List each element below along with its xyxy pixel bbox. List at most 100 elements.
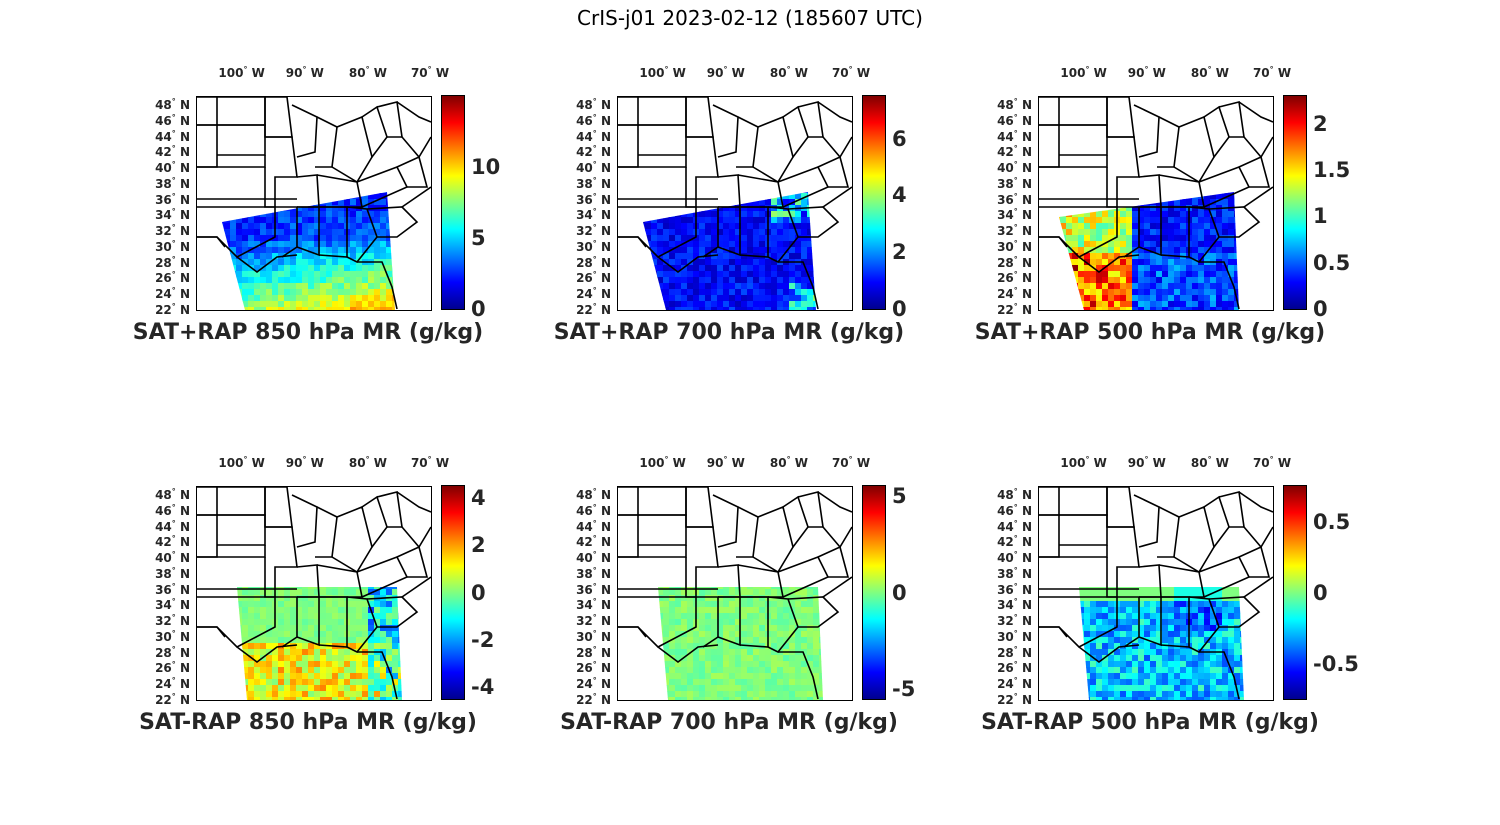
field-cell — [248, 619, 255, 626]
border-line — [197, 97, 218, 126]
field-cell — [1252, 577, 1259, 584]
field-cell — [296, 235, 303, 242]
field-cell — [681, 643, 688, 650]
field-cell — [1079, 697, 1085, 700]
field-cell — [705, 691, 712, 698]
field-cell — [332, 193, 339, 200]
border-line — [197, 487, 218, 516]
field-cell — [248, 289, 255, 296]
field-cell — [1108, 277, 1115, 284]
field-cell — [771, 265, 778, 272]
colorbar-tick-label: 5 — [892, 483, 907, 508]
field-cell — [314, 223, 321, 230]
field-cell — [753, 205, 760, 212]
field-cell — [658, 631, 664, 638]
field-cell — [735, 205, 742, 212]
field-cell — [362, 655, 369, 662]
field-cell — [278, 247, 285, 254]
field-cell — [368, 265, 375, 272]
field-cell — [362, 211, 369, 218]
field-cell — [272, 241, 279, 248]
field-cell — [819, 691, 823, 698]
field-cell — [1059, 259, 1061, 266]
field-cell — [1192, 577, 1199, 584]
field-cell — [741, 595, 748, 602]
field-cell — [302, 595, 309, 602]
field-cell — [711, 625, 718, 632]
field-cell — [362, 673, 369, 680]
field-cell — [777, 685, 784, 692]
field-cell — [741, 587, 748, 590]
field-cell — [657, 247, 664, 254]
field-cell — [332, 595, 339, 602]
field-cell — [645, 679, 652, 686]
field-cell — [771, 259, 778, 266]
field-cell — [242, 619, 249, 626]
field-cell — [633, 679, 640, 686]
field-cell — [777, 289, 784, 296]
field-cell — [789, 577, 796, 584]
field-cell — [1186, 259, 1193, 266]
field-cell — [663, 223, 670, 230]
field-cell — [230, 589, 237, 596]
field-cell — [1102, 607, 1109, 614]
field-cell — [326, 587, 333, 590]
field-cell — [1228, 192, 1235, 194]
field-cell — [380, 217, 387, 224]
field-cell — [380, 265, 387, 272]
field-cell — [1174, 595, 1181, 602]
colorbar-tick-label: 2 — [892, 240, 907, 265]
field-cell — [1204, 235, 1211, 242]
field-cell — [801, 589, 808, 596]
field-cell — [404, 673, 411, 680]
field-cell — [1162, 277, 1169, 284]
field-cell — [1180, 667, 1187, 674]
field-cell — [237, 607, 243, 614]
field-cell — [374, 211, 381, 218]
field-cell — [1150, 193, 1157, 200]
field-cell — [789, 587, 796, 590]
field-cell — [1162, 601, 1169, 608]
field-cell — [374, 265, 381, 272]
field-cell — [729, 595, 736, 602]
field-cell — [1192, 193, 1199, 200]
border-line — [296, 174, 320, 208]
field-cell — [314, 673, 321, 680]
field-cell — [368, 691, 375, 698]
field-cell — [1240, 283, 1247, 290]
field-cell — [741, 241, 748, 248]
field-cell — [350, 589, 357, 596]
field-cell — [1216, 691, 1223, 698]
field-cell — [1222, 589, 1229, 596]
field-cell — [825, 283, 832, 290]
colorbar — [1283, 95, 1307, 310]
field-cell — [1198, 277, 1205, 284]
field-cell — [392, 223, 395, 230]
field-cell — [1084, 192, 1091, 194]
field-cell — [801, 649, 808, 656]
field-cell — [212, 295, 219, 302]
field-cell — [278, 601, 285, 608]
field-cell — [350, 235, 357, 242]
field-cell — [651, 667, 658, 674]
field-cell — [1114, 691, 1121, 698]
field-cell — [296, 697, 303, 700]
field-cell — [380, 691, 387, 698]
field-cell — [266, 697, 273, 700]
field-cell — [260, 589, 267, 596]
field-cell — [1204, 265, 1211, 272]
field-cell — [410, 667, 417, 674]
field-cell — [651, 625, 658, 632]
field-cell — [356, 673, 363, 680]
field-cell — [759, 301, 766, 308]
field-cell — [320, 619, 327, 626]
field-cell — [260, 673, 267, 680]
field-cell — [687, 625, 694, 632]
field-cell — [302, 199, 309, 206]
field-cell — [1246, 631, 1253, 638]
field-cell — [410, 259, 417, 266]
border-line — [618, 626, 647, 638]
field-cell — [1222, 277, 1229, 284]
field-cell — [1060, 199, 1067, 206]
field-cell — [681, 217, 688, 224]
